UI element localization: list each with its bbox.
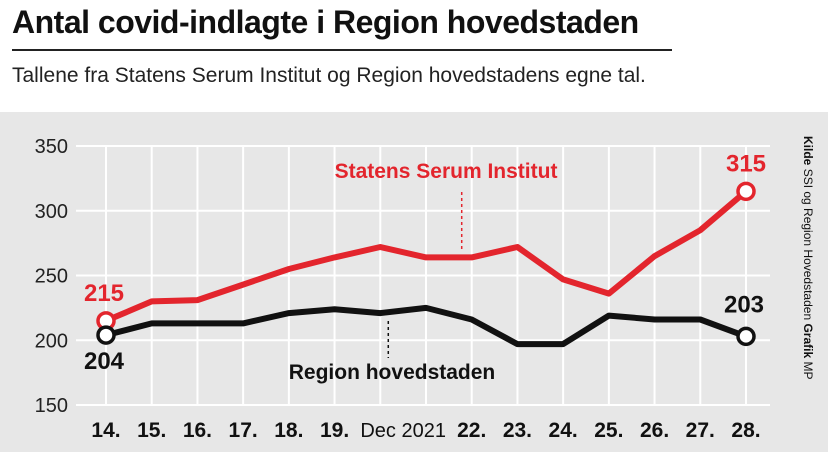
x-tick-label: 16. <box>183 419 212 442</box>
source-kilde-text: SSI og Region Hovedstaden <box>801 168 815 321</box>
x-tick-label: 27. <box>686 419 715 442</box>
x-tick-label: 28. <box>731 419 760 442</box>
source-kilde-label: Kilde <box>801 136 815 166</box>
x-tick-label: 18. <box>274 419 303 442</box>
x-tick-label: 19. <box>320 419 349 442</box>
x-tick-label: 17. <box>229 419 258 442</box>
y-tick-label: 250 <box>35 266 68 288</box>
source-credit: Kilde SSI og Region Hovedstaden Grafik M… <box>801 136 815 416</box>
region-line-endpoint-marker <box>96 325 116 345</box>
x-tick-label: Dec 2021 <box>360 420 446 442</box>
data-value-label: 215 <box>84 280 124 307</box>
source-grafik-text: MP <box>801 361 815 380</box>
y-tick-label: 200 <box>35 330 68 352</box>
chart-subtitle: Tallene fra Statens Serum Institut og Re… <box>12 64 646 87</box>
chart-title: Antal covid-indlagte i Region hovedstade… <box>12 4 639 40</box>
ssi-series-label: Statens Serum Institut <box>335 160 558 183</box>
title-divider <box>12 49 672 51</box>
source-grafik-label: Grafik <box>801 323 815 359</box>
ssi-line-endpoint-marker <box>736 181 756 202</box>
region-series-label: Region hovedstaden <box>289 361 496 384</box>
x-tick-label: 22. <box>457 419 486 442</box>
region-line <box>103 304 749 348</box>
data-value-label: 204 <box>84 348 125 375</box>
chart-panel <box>0 112 828 452</box>
ssi-line <box>103 188 749 324</box>
region-line-endpoint-marker <box>736 326 756 347</box>
x-tick-label: 23. <box>503 419 532 442</box>
data-value-label: 203 <box>724 291 764 318</box>
x-tick-label: 24. <box>549 419 578 442</box>
x-tick-label: 25. <box>594 419 623 442</box>
y-tick-label: 150 <box>35 395 68 417</box>
data-value-label: 315 <box>726 150 766 177</box>
x-tick-label: 15. <box>137 419 166 442</box>
x-tick-label: 14. <box>91 419 120 442</box>
x-tick-label: 26. <box>640 419 669 442</box>
y-tick-label: 350 <box>35 136 68 158</box>
y-tick-label: 300 <box>35 201 68 223</box>
